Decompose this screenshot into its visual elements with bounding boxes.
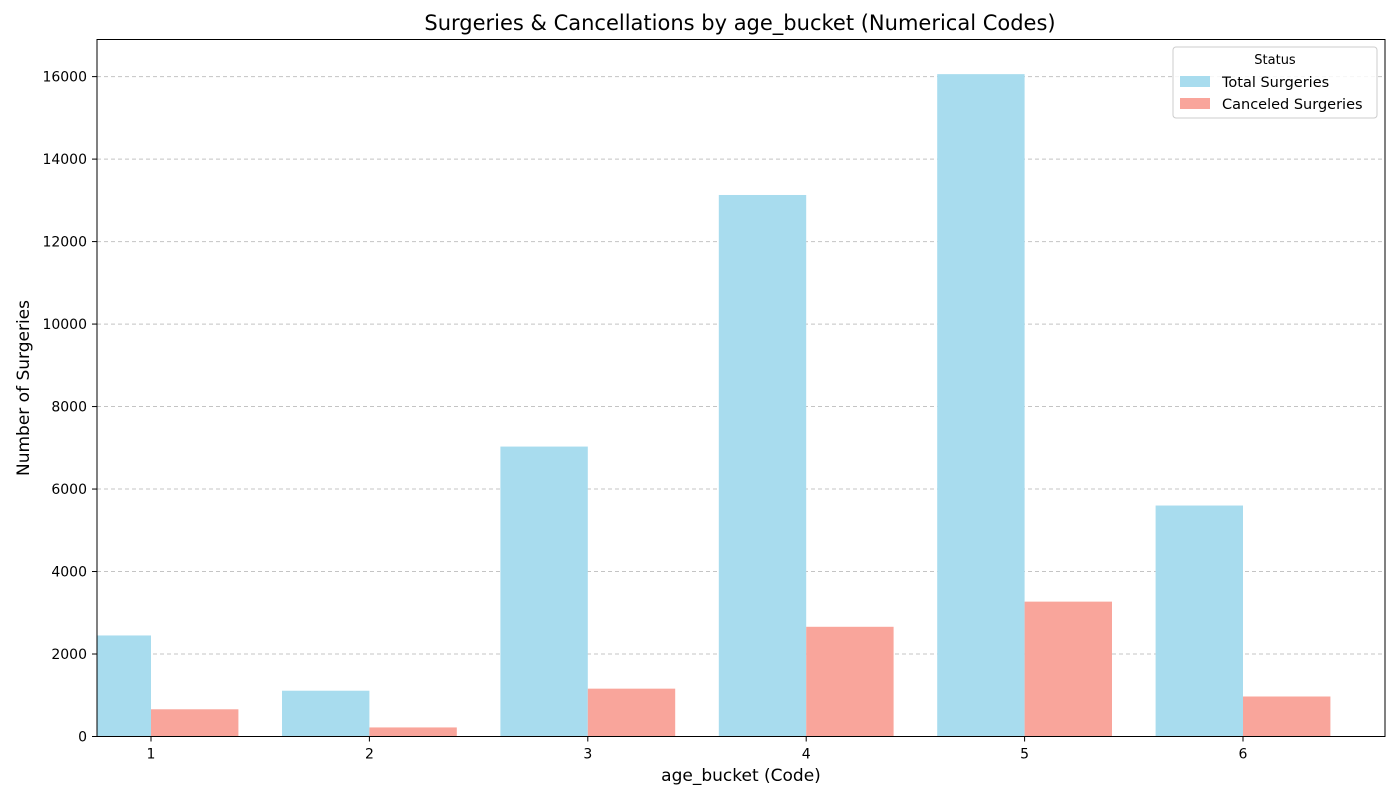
bar-total (282, 690, 370, 737)
bar-canceled (369, 727, 457, 737)
y-tick-label: 0 (78, 730, 87, 746)
y-tick-label: 10000 (42, 317, 87, 333)
y-tick-label: 12000 (42, 235, 87, 251)
x-tick-label: 1 (147, 747, 156, 763)
y-axis-label: Number of Surgeries (14, 300, 34, 476)
bar-canceled (151, 709, 239, 737)
bar-canceled (587, 688, 676, 737)
bar-total (97, 635, 151, 737)
bar-canceled (806, 626, 894, 737)
y-tick-label: 14000 (42, 152, 87, 168)
bar-canceled (1243, 696, 1331, 737)
legend-box (1172, 46, 1378, 119)
x-axis-ticks: 1 2 3 4 5 6 (147, 736, 1248, 763)
y-axis-ticks: 0 2000 4000 6000 8000 10000 12000 14000 16000 (42, 70, 97, 746)
x-tick-label: 4 (802, 747, 811, 763)
x-tick-label: 2 (365, 747, 374, 763)
bar-total (718, 194, 807, 737)
bar-canceled (1024, 601, 1112, 737)
y-tick-label: 2000 (51, 647, 87, 663)
x-tick-label: 6 (1239, 747, 1248, 763)
x-axis-label: age_bucket (Code) (661, 766, 821, 786)
x-tick-label: 3 (583, 747, 592, 763)
y-tick-label: 6000 (51, 482, 87, 498)
bars (97, 74, 1331, 737)
legend-swatch-canceled (1180, 98, 1210, 109)
y-tick-label: 8000 (51, 400, 87, 416)
y-tick-label: 4000 (51, 565, 87, 581)
legend: Status Total Surgeries Canceled Surgerie… (1172, 46, 1378, 119)
legend-label-total: Total Surgeries (1221, 75, 1329, 91)
bar-total (937, 74, 1025, 737)
bar-total (1155, 505, 1243, 737)
chart-title: Surgeries & Cancellations by age_bucket … (424, 11, 1055, 36)
legend-title: Status (1254, 53, 1296, 68)
x-tick-label: 5 (1020, 747, 1029, 763)
legend-swatch-total (1180, 76, 1210, 87)
plot-frame (96, 39, 1386, 737)
legend-label-canceled: Canceled Surgeries (1222, 97, 1363, 113)
bar-total (500, 446, 588, 737)
y-tick-label: 16000 (42, 70, 87, 86)
